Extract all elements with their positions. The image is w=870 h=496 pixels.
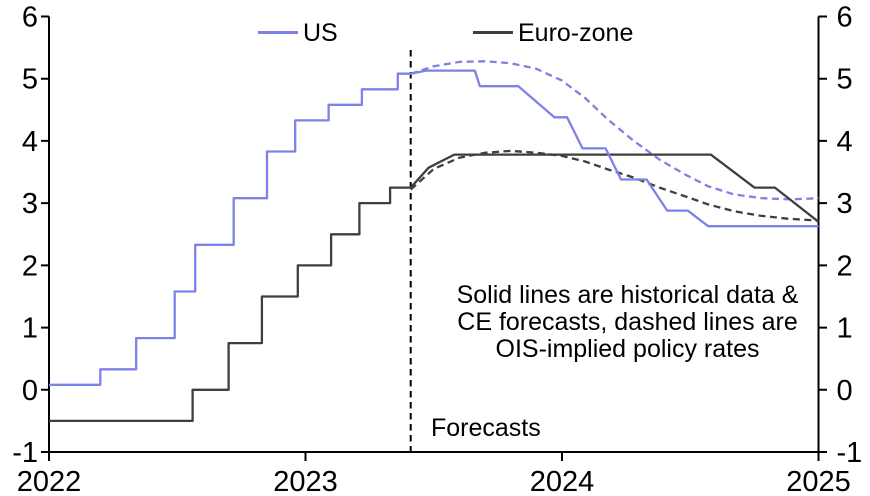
y-axis-tick-label-right: 0: [837, 375, 853, 407]
legend-marker-euro-zone: [473, 31, 513, 34]
axis-frame: [48, 16, 820, 453]
x-axis-tick-label: 2023: [273, 466, 338, 496]
y-axis-tick-label-left: 5: [22, 64, 38, 96]
y-axis-tick-label-left: 6: [22, 2, 38, 34]
y-axis-tick-label-left: -1: [12, 437, 38, 469]
series-us-ois-dashed: [410, 60, 819, 201]
axis-ticks: [41, 15, 827, 461]
x-axis-tick-label: 2025: [786, 466, 851, 496]
y-axis-tick-label-right: 2: [837, 250, 853, 282]
y-axis-tick-label-right: 4: [837, 126, 853, 158]
annotation-text: Solid lines are historical data & CE for…: [409, 282, 846, 363]
legend-label-us: US: [303, 19, 338, 47]
annotation-line-3: OIS-implied policy rates: [495, 335, 760, 363]
y-axis-tick-label-right: 6: [837, 2, 853, 34]
forecast-label: Forecasts: [431, 414, 541, 442]
legend-label-euro-zone: Euro-zone: [518, 19, 634, 47]
y-axis-tick-label-left: 4: [22, 126, 38, 158]
y-axis-tick-label-left: 2: [22, 250, 38, 282]
series-euro-zone-ois-dashed: [409, 149, 819, 222]
y-axis-tick-label-left: 0: [22, 375, 38, 407]
y-axis-tick-label-right: 5: [837, 64, 853, 96]
legend-marker-us: [258, 31, 298, 34]
y-axis-tick-label-right: 1: [837, 313, 853, 345]
y-axis-tick-label-left: 3: [22, 188, 38, 220]
x-axis-tick-label: 2022: [17, 466, 82, 496]
annotation-line-1: Solid lines are historical data &: [456, 281, 799, 309]
y-axis-tick-label-right: 3: [837, 188, 853, 220]
x-axis-tick-label: 2024: [530, 466, 595, 496]
series-euro-zone-solid: [49, 153, 820, 423]
y-axis-tick-label-left: 1: [22, 313, 38, 345]
annotation-line-2: CE forecasts, dashed lines are: [457, 308, 798, 336]
series-us-solid: [49, 69, 819, 386]
y-axis-tick-label-right: -1: [837, 437, 863, 469]
